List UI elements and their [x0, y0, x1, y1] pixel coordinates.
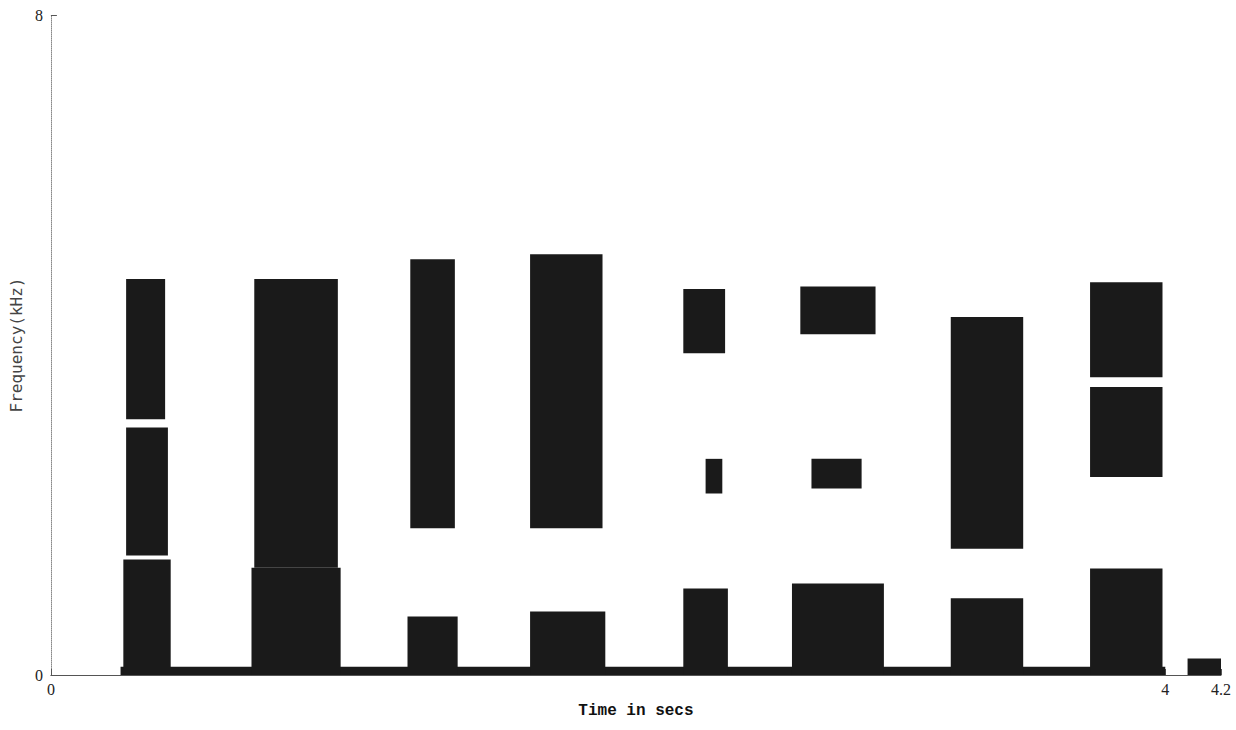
svg-text:0: 0	[35, 667, 43, 684]
svg-text:4: 4	[1161, 681, 1169, 698]
svg-text:8: 8	[35, 7, 43, 24]
svg-text:Time in secs: Time in secs	[578, 702, 693, 720]
svg-text:0: 0	[47, 681, 55, 698]
svg-text:4.2: 4.2	[1211, 681, 1231, 698]
svg-text:Frequency(kHz): Frequency(kHz)	[7, 278, 26, 413]
